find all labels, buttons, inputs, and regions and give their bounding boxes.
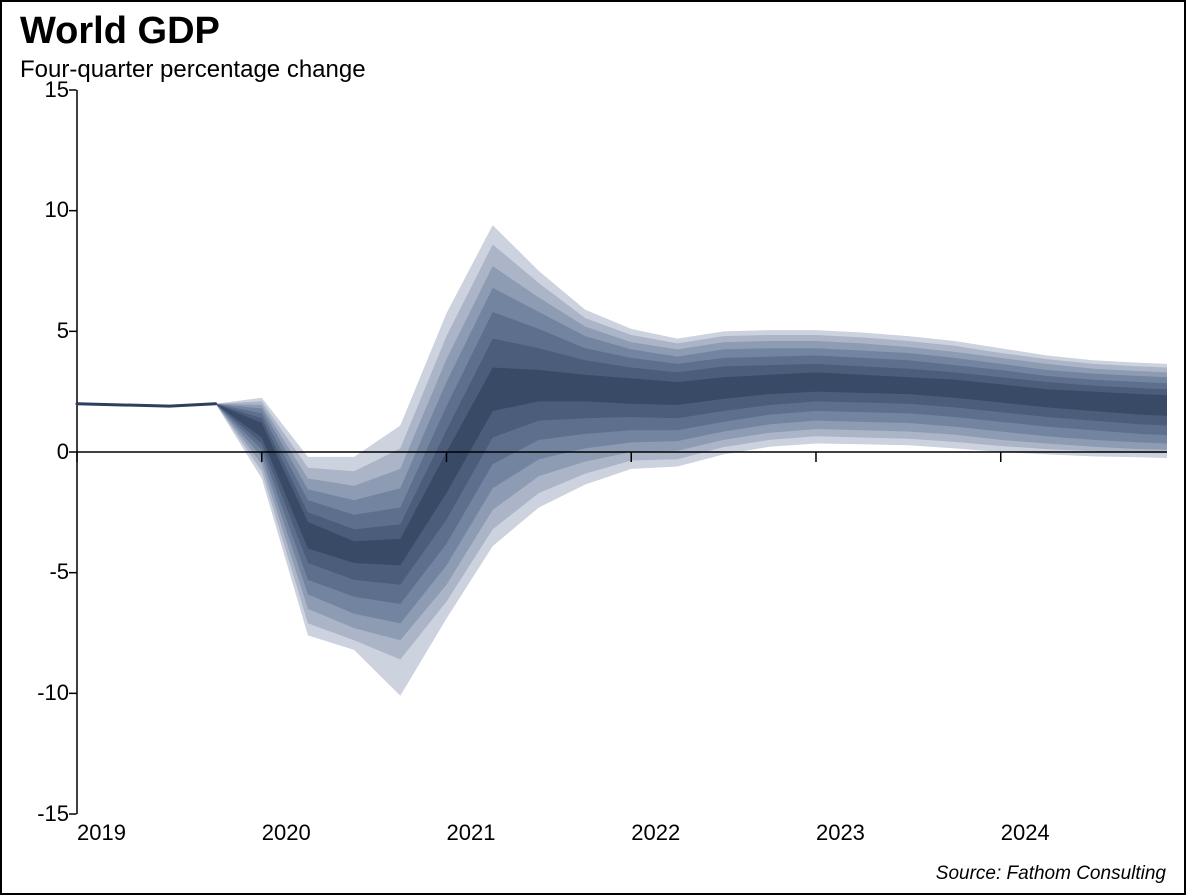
y-tick-label: -10 bbox=[37, 680, 69, 706]
x-tick-label: 2019 bbox=[77, 820, 126, 846]
chart-frame: World GDP Four-quarter percentage change… bbox=[0, 0, 1186, 895]
y-tick-label: 0 bbox=[57, 439, 69, 465]
y-tick-label: 10 bbox=[45, 197, 69, 223]
y-tick-label: -15 bbox=[37, 801, 69, 827]
x-tick-label: 2023 bbox=[816, 820, 865, 846]
historical-line bbox=[77, 403, 216, 405]
chart-title: World GDP bbox=[20, 10, 1166, 54]
x-tick-label: 2021 bbox=[446, 820, 495, 846]
x-tick-label: 2020 bbox=[262, 820, 311, 846]
chart-subtitle: Four-quarter percentage change bbox=[20, 56, 1166, 84]
fan-chart-svg bbox=[77, 90, 1167, 814]
x-tick-label: 2022 bbox=[631, 820, 680, 846]
x-tick-label: 2024 bbox=[1001, 820, 1050, 846]
y-tick-label: -5 bbox=[49, 559, 69, 585]
y-tick-label: 5 bbox=[57, 318, 69, 344]
y-tick-label: 15 bbox=[45, 77, 69, 103]
source-label: Source: Fathom Consulting bbox=[936, 863, 1166, 885]
plot-area: -15-10-5051015201920202021202220232024 bbox=[77, 90, 1186, 814]
